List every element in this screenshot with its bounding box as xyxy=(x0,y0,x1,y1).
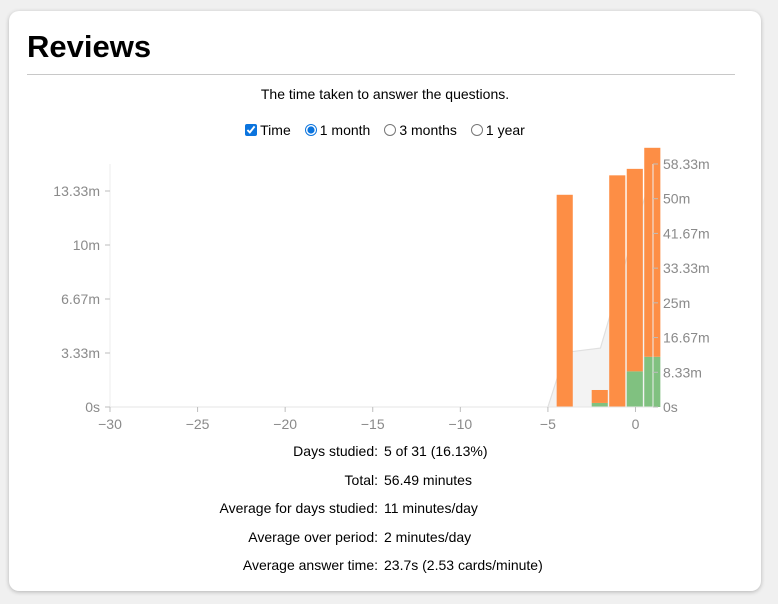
bar-segment xyxy=(591,389,608,403)
card-title: Reviews xyxy=(27,29,152,64)
y2-tick-label: 33.33m xyxy=(663,260,710,276)
bars-layer xyxy=(556,147,661,407)
axes-layer: −30 −25 −20 −15 −10 −5 0 0s 3.33m 6.67m 10m 13.33m 0… xyxy=(53,156,709,432)
stat-value: 11 minutes/day xyxy=(384,500,478,516)
x-tick-label: −5 xyxy=(540,416,556,432)
y-tick-label: 13.33m xyxy=(53,183,100,199)
y2-tick-label: 8.33m xyxy=(663,364,702,380)
y2-tick-label: 16.67m xyxy=(663,330,710,346)
title-divider xyxy=(27,74,735,75)
stat-label: Average over period: xyxy=(248,528,378,545)
y2-tick-label: 0s xyxy=(663,399,678,415)
stat-row: Average for days studied: 11 minutes/day xyxy=(9,500,761,529)
stat-label: Average for days studied: xyxy=(219,500,378,516)
stat-row: Average answer time: 23.7s (2.53 cards/m… xyxy=(9,557,761,586)
period-3-months-radio[interactable] xyxy=(384,124,397,136)
bar-segment xyxy=(609,175,626,407)
y-tick-label: 6.67m xyxy=(61,291,100,307)
bar-segment xyxy=(626,168,643,372)
y2-tick-label: 50m xyxy=(663,191,690,207)
stat-value: 2 minutes/day xyxy=(384,528,472,545)
x-tick-label: −25 xyxy=(186,416,210,432)
period-3-months-label: 3 months xyxy=(399,122,457,138)
x-tick-label: 0 xyxy=(632,416,640,432)
period-3-months[interactable]: 3 months xyxy=(384,122,457,138)
bar-segment xyxy=(591,402,608,407)
period-1-year-label: 1 year xyxy=(485,122,525,138)
bar-segment xyxy=(626,371,643,407)
stat-label: Total: xyxy=(344,471,378,488)
stat-row: Days studied: 5 of 31 (16.13%) xyxy=(9,443,761,472)
bar-segment xyxy=(556,194,573,407)
stat-label: Average answer time: xyxy=(242,557,378,573)
x-tick-label: −15 xyxy=(361,416,385,432)
x-tick-label: −30 xyxy=(98,416,122,432)
stat-row: Total: 56.49 minutes xyxy=(9,472,761,501)
stat-label: Days studied: xyxy=(293,443,378,459)
stat-value: 56.49 minutes xyxy=(384,471,472,488)
y2-tick-label: 58.33m xyxy=(663,156,710,172)
stats-table: Days studied: 5 of 31 (16.13%) Total: 56… xyxy=(9,443,761,586)
period-1-year-radio[interactable] xyxy=(470,124,483,136)
period-1-month-label: 1 month xyxy=(319,122,371,138)
y-tick-label: 3.33m xyxy=(61,345,100,361)
chart-subtitle: The time taken to answer the questions. xyxy=(260,86,510,102)
stat-value: 5 of 31 (16.13%) xyxy=(384,443,488,459)
time-checkbox[interactable] xyxy=(245,124,258,136)
bar-segment xyxy=(644,147,661,357)
stat-value: 23.7s (2.53 cards/minute) xyxy=(384,557,543,573)
chart-controls: Time 1 month 3 months 1 year xyxy=(9,122,761,138)
y-tick-label: 10m xyxy=(73,237,100,253)
bar-segment xyxy=(644,356,661,407)
y2-tick-label: 41.67m xyxy=(663,225,710,241)
time-label: Time xyxy=(260,122,291,138)
stat-row: Average over period: 2 minutes/day xyxy=(9,529,761,558)
x-tick-label: −10 xyxy=(448,416,472,432)
period-1-year[interactable]: 1 year xyxy=(470,122,525,138)
x-tick-label: −20 xyxy=(273,416,297,432)
reviews-card: Reviews The time taken to answer the que… xyxy=(9,11,761,591)
period-1-month-radio[interactable] xyxy=(304,124,317,136)
time-toggle[interactable]: Time xyxy=(245,122,291,138)
y-tick-label: 0s xyxy=(85,399,100,415)
period-1-month[interactable]: 1 month xyxy=(304,122,371,138)
reviews-time-chart: −30 −25 −20 −15 −10 −5 0 0s 3.33m 6.67m 10m 13.33m 0… xyxy=(53,147,710,432)
y2-tick-label: 25m xyxy=(663,295,690,311)
